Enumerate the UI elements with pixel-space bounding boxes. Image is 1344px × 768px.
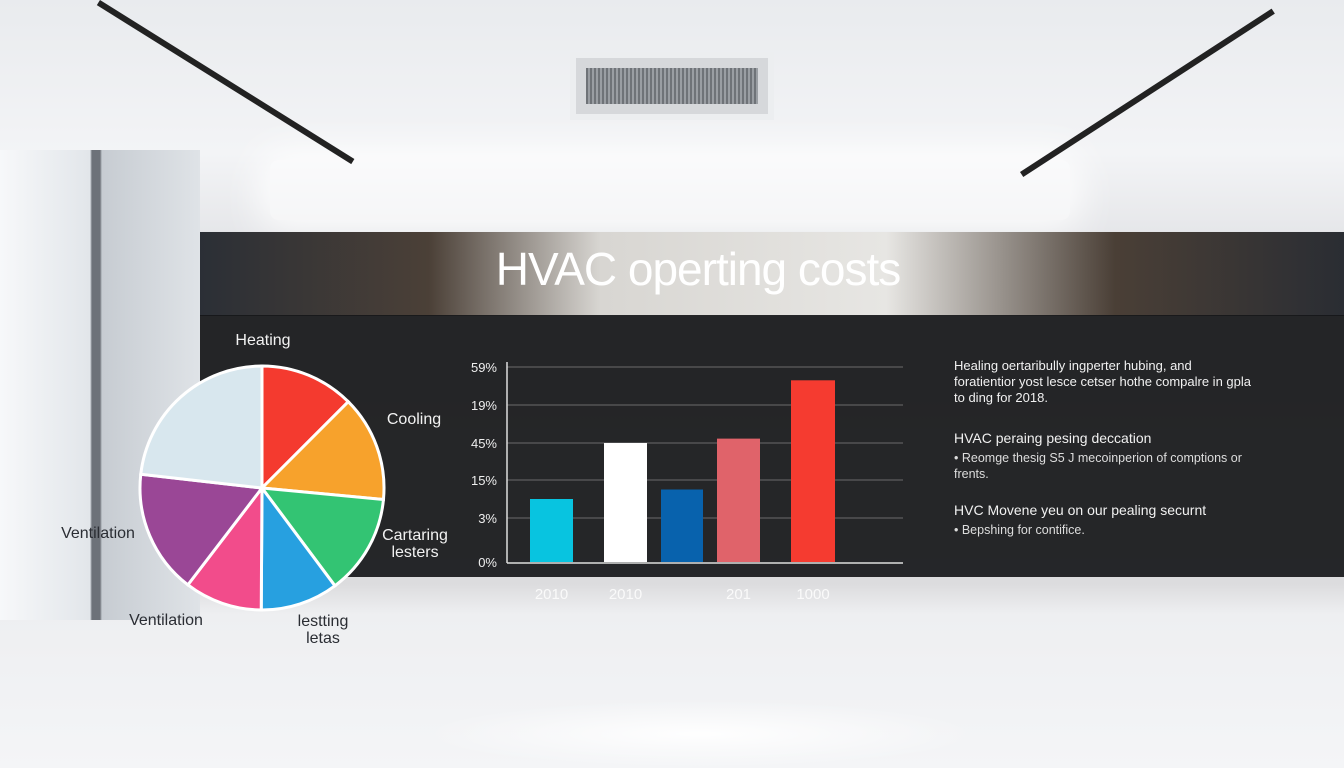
ceiling-vent bbox=[570, 52, 774, 120]
notes-bullet: • Bepshing for contifice. bbox=[954, 523, 1085, 537]
bar bbox=[661, 489, 703, 562]
y-tick-label: 19% bbox=[471, 398, 497, 413]
bar bbox=[717, 438, 760, 562]
y-tick-label: 0% bbox=[478, 555, 497, 570]
x-tick-label: 2010 bbox=[609, 586, 642, 603]
pie-slice bbox=[258, 399, 386, 502]
bar bbox=[604, 443, 647, 562]
x-tick-label: 201 bbox=[726, 586, 751, 603]
ceiling-light bbox=[270, 160, 1070, 220]
notes-paragraph: Healing oertaribully ingperter hubing, a… bbox=[954, 358, 1251, 405]
pie-label: Heating bbox=[235, 332, 290, 349]
pie-slice bbox=[139, 364, 264, 490]
floor-reflection bbox=[420, 700, 980, 768]
y-tick-label: 15% bbox=[471, 473, 497, 488]
pie-label: lestting letas bbox=[298, 613, 349, 647]
pie-slice bbox=[259, 483, 338, 612]
y-tick-label: 3% bbox=[478, 511, 497, 526]
pie-label: Ventilation bbox=[129, 612, 203, 629]
pie-slice bbox=[258, 486, 386, 588]
pie-slice bbox=[260, 364, 351, 492]
background-wall bbox=[200, 232, 1344, 316]
y-tick-label: 59% bbox=[471, 360, 497, 375]
x-tick-label: 2010 bbox=[535, 586, 568, 603]
y-tick-label: 45% bbox=[471, 436, 497, 451]
bar bbox=[530, 499, 573, 562]
chart-title: HVAC operting costs bbox=[495, 243, 902, 295]
pie-label: Cooling bbox=[387, 411, 441, 428]
pie-slice bbox=[185, 483, 264, 612]
pie-label: Cartaring lesters bbox=[382, 527, 448, 561]
pie-label: Ventilation bbox=[61, 525, 135, 542]
notes-bullet: • Reomge thesig S5 J mecoinperion of com… bbox=[954, 451, 1242, 481]
bar bbox=[791, 380, 835, 562]
x-tick-label: 1000 bbox=[796, 586, 829, 603]
notes-heading: HVC Movene yeu on our pealing securnt bbox=[954, 502, 1207, 518]
notes-panel: Healing oertaribully ingperter hubing, a… bbox=[954, 358, 1254, 558]
pie-slice bbox=[138, 472, 265, 587]
notes-heading: HVAC peraing pesing deccation bbox=[954, 430, 1152, 446]
chart-panel bbox=[200, 315, 1344, 577]
